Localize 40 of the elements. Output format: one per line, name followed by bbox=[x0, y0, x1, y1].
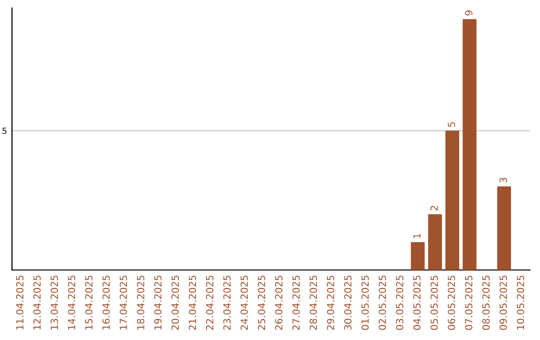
x-tick-label: 23.04.2025 bbox=[223, 276, 231, 330]
x-tick-label: 19.04.2025 bbox=[154, 276, 162, 330]
x-tick-label: 09.05.2025 bbox=[500, 276, 507, 330]
x-tick-label: 17.04.2025 bbox=[120, 276, 128, 330]
data-label: 3 bbox=[500, 178, 507, 183]
bar bbox=[445, 130, 460, 270]
bar bbox=[462, 19, 476, 270]
bar bbox=[428, 214, 442, 270]
data-label: 9 bbox=[465, 10, 472, 16]
data-label: 5 bbox=[448, 122, 456, 127]
x-tick-label: 14.04.2025 bbox=[68, 276, 76, 330]
x-tick-label: 30.04.2025 bbox=[344, 276, 352, 330]
x-tick-label: 03.05.2025 bbox=[396, 276, 404, 330]
x-tick-label: 26.04.2025 bbox=[275, 276, 282, 330]
data-label: 2 bbox=[430, 206, 438, 210]
x-tick-label: 13.04.2025 bbox=[50, 276, 58, 330]
x-tick-label: 29.04.2025 bbox=[326, 276, 334, 330]
x-tick-label: 15.04.2025 bbox=[85, 276, 93, 330]
x-tick-label: 18.04.2025 bbox=[136, 276, 144, 330]
data-label: 1 bbox=[413, 234, 420, 238]
x-tick-label: 01.05.2025 bbox=[361, 276, 369, 330]
bar bbox=[410, 242, 425, 270]
x-tick-label: 21.04.2025 bbox=[188, 276, 196, 330]
x-tick-label: 27.04.2025 bbox=[292, 276, 300, 330]
bar bbox=[497, 186, 512, 270]
x-tick-label: 11.04.2025 bbox=[16, 276, 24, 330]
x-tick-label: 16.04.2025 bbox=[102, 276, 110, 330]
x-tick-label: 12.04.2025 bbox=[33, 276, 41, 330]
x-tick-label: 04.05.2025 bbox=[413, 276, 421, 330]
x-tick-label: 20.04.2025 bbox=[172, 276, 179, 330]
x-tick-label: 02.05.2025 bbox=[378, 276, 386, 330]
x-tick-label: 10.05.2025 bbox=[516, 276, 524, 330]
x-tick-label: 24.04.2025 bbox=[240, 276, 248, 330]
x-tick-label: 06.05.2025 bbox=[448, 276, 456, 330]
x-tick-label: 22.04.2025 bbox=[206, 276, 214, 330]
x-tick-label: 08.05.2025 bbox=[482, 276, 490, 330]
x-tick-label: 07.05.2025 bbox=[465, 276, 472, 330]
x-tick-label: 05.05.2025 bbox=[430, 276, 438, 330]
x-tick-label: 28.04.2025 bbox=[310, 276, 317, 330]
x-tick-label: 25.04.2025 bbox=[258, 276, 266, 330]
